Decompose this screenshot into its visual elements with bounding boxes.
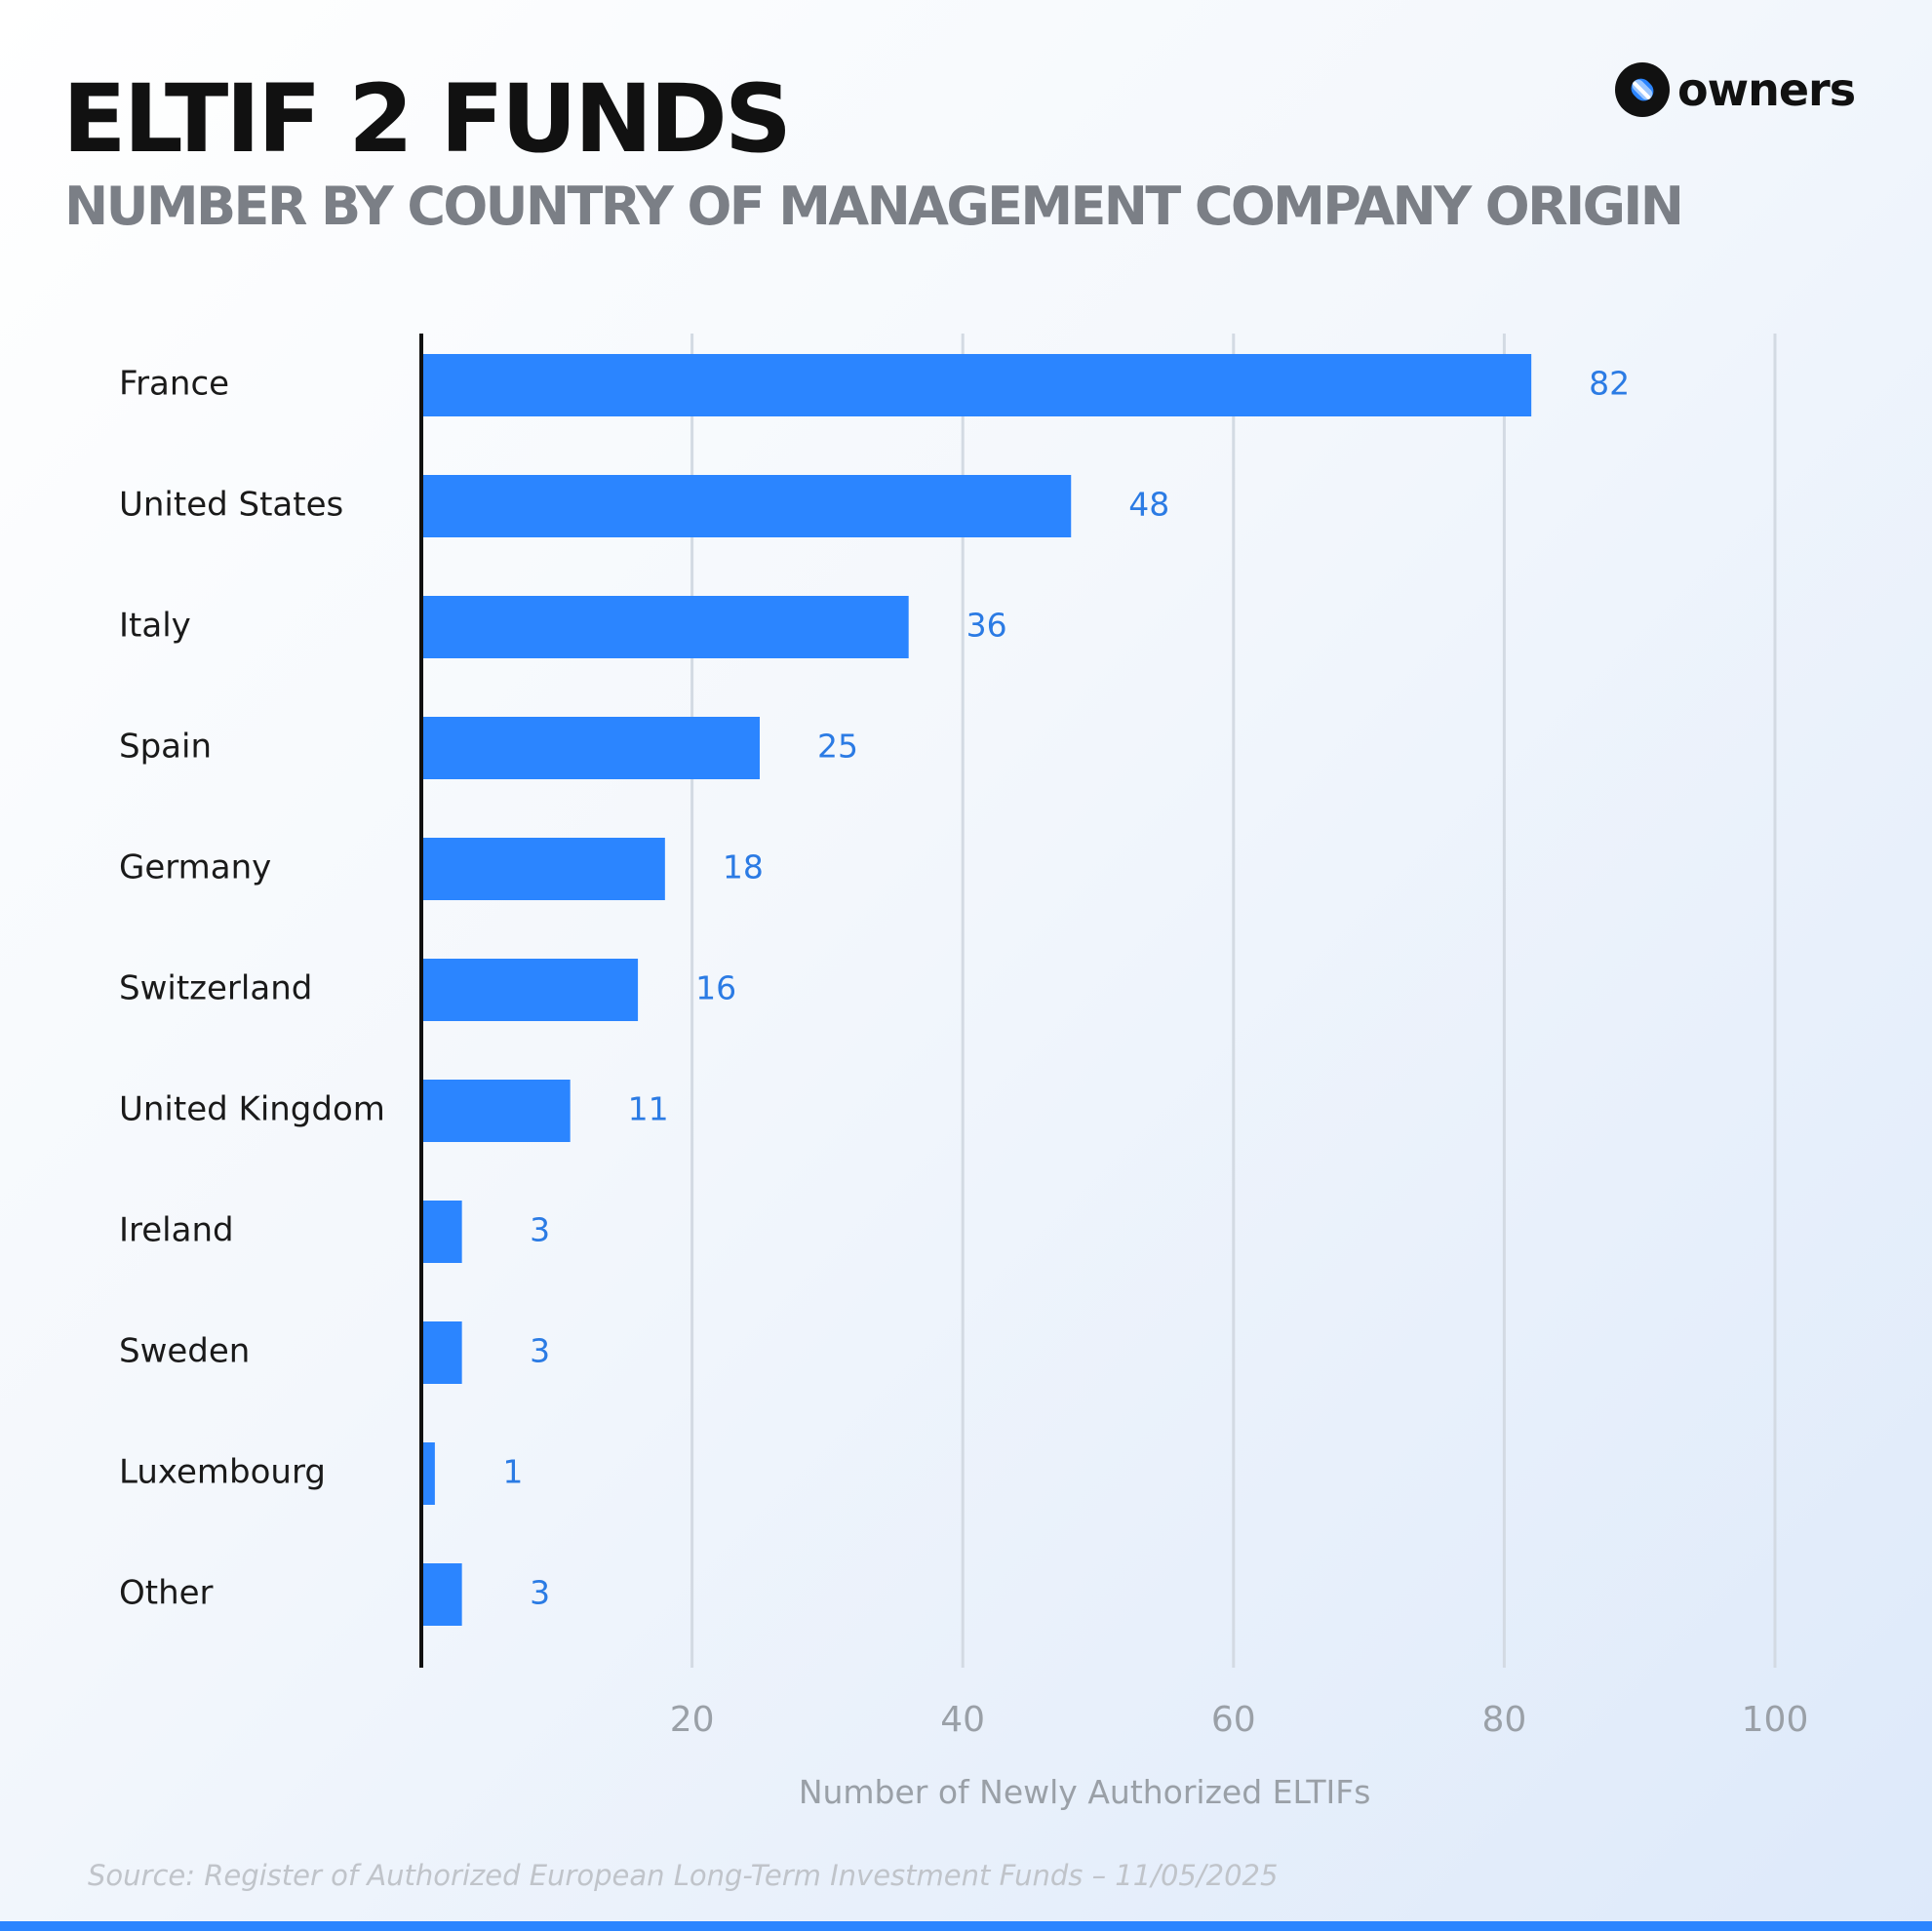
- bar: [421, 838, 665, 900]
- value-label: 1: [502, 1453, 523, 1491]
- category-label: Germany: [119, 848, 271, 887]
- category-label: United Kingdom: [119, 1090, 385, 1129]
- value-label: 16: [695, 969, 736, 1007]
- value-label: 82: [1589, 365, 1630, 403]
- bar: [421, 717, 760, 779]
- source-note: Source: Register of Authorized European …: [88, 1859, 1279, 1892]
- bar: [421, 1563, 462, 1626]
- brand-name: owners: [1677, 63, 1856, 116]
- bar: [421, 1080, 571, 1142]
- category-label: France: [119, 365, 229, 404]
- value-label: 3: [530, 1211, 550, 1249]
- x-tick-label: 100: [1742, 1700, 1809, 1740]
- category-label: Italy: [119, 607, 191, 646]
- owners-logo-icon: [1615, 62, 1670, 117]
- category-label: Luxembourg: [119, 1453, 326, 1492]
- bar: [421, 1201, 462, 1263]
- x-tick-label: 20: [670, 1700, 715, 1740]
- x-tick-label: 40: [940, 1700, 985, 1740]
- brand-logo: owners: [1615, 62, 1856, 117]
- bottom-accent-bar: [0, 1921, 1932, 1931]
- x-tick-label: 60: [1211, 1700, 1256, 1740]
- value-label: 3: [530, 1574, 550, 1612]
- bar: [421, 596, 909, 658]
- category-label: Sweden: [119, 1332, 250, 1371]
- chart-title: ELTIF 2 FUNDS: [62, 64, 792, 174]
- category-label: Other: [119, 1574, 214, 1613]
- value-label: 11: [628, 1090, 669, 1128]
- value-label: 18: [723, 848, 764, 887]
- bar-chart: France 82 United States 48 Italy 36 Spain 25 Ger…: [119, 334, 1809, 1811]
- bar: [421, 1442, 435, 1505]
- x-axis-label: Number of Newly Authorized ELTIFs: [799, 1773, 1371, 1811]
- bar: [421, 354, 1532, 416]
- value-label: 48: [1128, 486, 1169, 524]
- value-label: 36: [966, 607, 1007, 645]
- chart-subtitle: NUMBER BY COUNTRY OF MANAGEMENT COMPANY …: [64, 176, 1684, 237]
- category-label: United States: [119, 486, 343, 525]
- bar: [421, 475, 1072, 537]
- bar: [421, 959, 639, 1021]
- category-label: Ireland: [119, 1211, 234, 1250]
- x-tick-label: 80: [1481, 1700, 1526, 1740]
- value-label: 3: [530, 1332, 550, 1370]
- category-label: Spain: [119, 728, 212, 767]
- category-label: Switzerland: [119, 969, 312, 1008]
- bar: [421, 1321, 462, 1384]
- value-label: 25: [817, 728, 858, 766]
